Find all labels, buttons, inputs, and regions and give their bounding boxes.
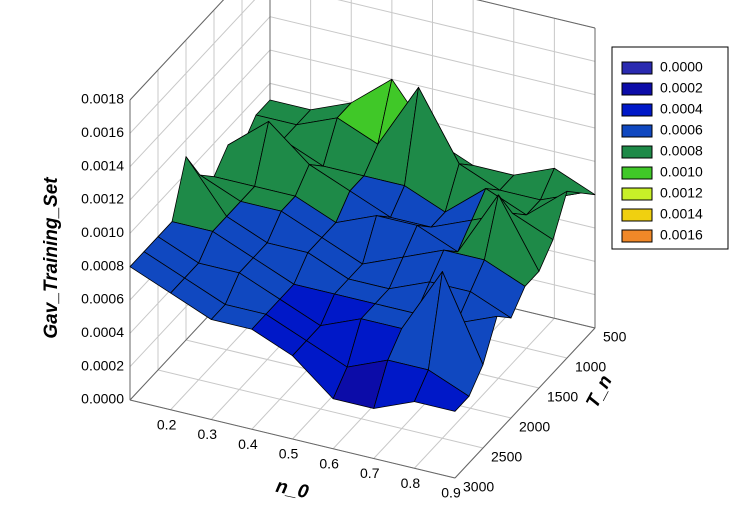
legend-label: 0.0000 [660, 59, 703, 75]
legend-label: 0.0010 [660, 164, 703, 180]
axes-labels: 0.0000 0.0002 0.0004 0.0006 0.0008 0.0010 0.00… [81, 91, 626, 501]
legend-label: 0.0012 [660, 185, 703, 201]
legend-label: 0.0014 [660, 206, 703, 222]
x-tick-label: 0.9 [441, 485, 461, 501]
legend-swatch [621, 103, 653, 117]
legend-label: 0.0008 [660, 143, 703, 159]
z-tick-label: 0.0016 [81, 124, 124, 140]
legend-swatch [621, 145, 653, 159]
z-tick-label: 0.0004 [81, 324, 124, 340]
x-tick-label: 0.4 [238, 436, 258, 452]
y-tick-label: 500 [603, 329, 627, 345]
legend-label: 0.0004 [660, 101, 703, 117]
x-tick-label: 0.5 [279, 446, 299, 462]
z-tick-label: 0.0014 [81, 157, 124, 173]
y-tick-label: 1500 [547, 389, 578, 405]
legend-label: 0.0002 [660, 80, 703, 96]
z-tick-label: 0.0018 [81, 91, 124, 107]
y-tick-label: 2500 [491, 449, 522, 465]
legend-swatch [621, 187, 653, 201]
surface-patch [413, 369, 470, 412]
legend-swatch [621, 124, 653, 138]
x-tick-label: 0.2 [157, 416, 177, 432]
legend-swatch [621, 82, 653, 96]
x-tick-label: 0.7 [360, 465, 380, 481]
legend: 0.0000 0.0002 0.0004 0.0006 0.0008 0.0010 0.00… [621, 59, 703, 243]
grid-line [129, 0, 596, 134]
axis-edge [129, 399, 456, 479]
y-tick-label: 2000 [519, 419, 550, 435]
legend-swatch [621, 61, 653, 75]
x-tick-label: 0.6 [319, 455, 339, 471]
y-tick-label: 1000 [575, 359, 606, 375]
x-tick-label: 0.8 [401, 475, 421, 491]
axis-edge [476, 0, 596, 29]
z-axis-title: Gav_Training_Set [41, 177, 62, 339]
legend-label: 0.0006 [660, 122, 703, 138]
z-tick-label: 0.0002 [81, 357, 124, 373]
x-tick-label: 0.3 [198, 426, 218, 442]
z-tick-label: 0.0012 [81, 191, 124, 207]
legend-swatch [621, 166, 653, 180]
legend-swatch [621, 229, 653, 243]
y-tick-label: 3000 [463, 479, 494, 495]
z-tick-label: 0.0010 [81, 224, 124, 240]
legend-swatch [621, 208, 653, 222]
legend-label: 0.0016 [660, 227, 703, 243]
axis-edge [129, 0, 225, 101]
z-tick-label: 0.0008 [81, 257, 124, 273]
z-tick-label: 0.0006 [81, 291, 124, 307]
axis-edge [454, 327, 596, 479]
z-tick-label: 0.0000 [81, 391, 124, 407]
surface [129, 78, 596, 412]
